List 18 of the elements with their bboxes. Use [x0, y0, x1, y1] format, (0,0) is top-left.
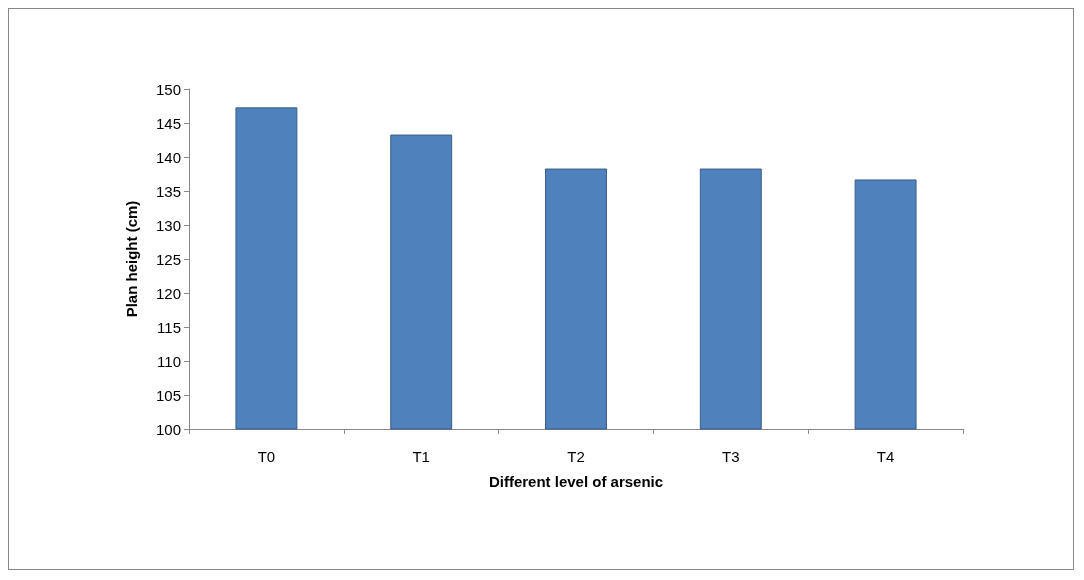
x-tick-label: T3: [722, 448, 740, 465]
y-tick-label: 145: [155, 114, 181, 132]
y-tick-label: 125: [155, 250, 181, 268]
x-tick-label: T1: [412, 448, 430, 465]
y-tick-label: 105: [155, 386, 181, 404]
x-tick-label: T0: [257, 448, 276, 465]
y-axis-title: Plan height (cm): [123, 200, 140, 318]
y-tick-label: 150: [155, 80, 181, 98]
y-tick-label: 120: [155, 284, 181, 302]
y-tick-label: 100: [155, 420, 181, 438]
x-tick-label: T4: [876, 448, 895, 465]
y-tick-label: 130: [155, 216, 181, 234]
y-tick-label: 135: [155, 182, 181, 200]
y-tick-label: 110: [157, 352, 181, 370]
y-tick-label: 115: [157, 318, 181, 336]
x-axis-title: Different level of arsenic: [488, 473, 664, 490]
x-tick-label: T2: [567, 448, 585, 465]
y-tick-label: 140: [155, 148, 181, 166]
